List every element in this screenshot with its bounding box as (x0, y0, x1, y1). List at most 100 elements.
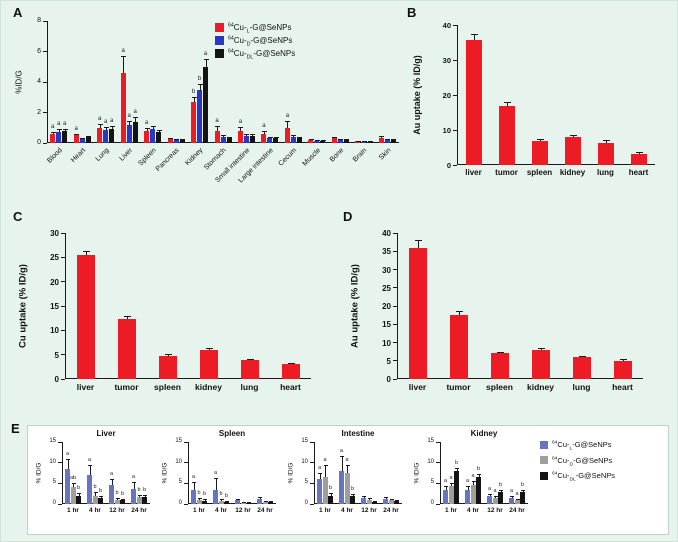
error-bar-cap (323, 464, 328, 466)
error-bar (506, 102, 508, 106)
error-bar (217, 126, 218, 131)
bar (267, 138, 273, 143)
x-tick-label: 4 hr (467, 507, 479, 514)
bar (343, 139, 349, 143)
error-bar (135, 117, 137, 122)
error-bar (139, 494, 140, 498)
bar (388, 499, 394, 504)
bar (158, 355, 177, 379)
bar (597, 142, 614, 165)
y-tick-label: 5 (386, 356, 391, 366)
bar (564, 137, 581, 165)
error-bar-cap (99, 495, 103, 497)
significance-label: a (215, 118, 219, 125)
error-bar-cap (203, 59, 209, 61)
y-tick-mark (43, 112, 47, 113)
y-tick-label: 5 (304, 479, 308, 486)
chart-e-kidney: Kidney% ID/G 0 5 10 15 a a b 1 hr a a b 4 hr a a b 12 hr… (410, 428, 536, 532)
error-bar-cap (536, 138, 544, 140)
bar (131, 488, 136, 504)
y-tick-label: 0 (430, 500, 434, 506)
error-bar-cap (205, 348, 213, 350)
bar (572, 357, 591, 379)
error-bar-cap (496, 351, 504, 353)
x-tick-label: kidney (559, 168, 586, 177)
y-tick-label: 0 (54, 375, 59, 384)
error-bar-cap (236, 498, 240, 500)
y-tick-mark (43, 51, 47, 52)
significance-label: a (63, 120, 67, 127)
error-bar-cap (121, 56, 127, 58)
error-bar-cap (192, 482, 196, 484)
significance-label: b (98, 487, 103, 494)
error-bar-cap (203, 499, 207, 501)
x-tick-label: 12 hr (235, 507, 251, 514)
error-bar-cap (499, 489, 503, 491)
significance-label: b (202, 491, 207, 498)
bar (361, 141, 367, 143)
y-tick-label: 10 (301, 458, 308, 465)
y-tick-mark (58, 462, 62, 464)
bar (448, 486, 454, 504)
error-bar-cap (132, 481, 136, 483)
bar (246, 502, 251, 504)
chart-a-legend: 64Cu-L-G@SeNPs 64Cu-D-G@SeNPs 64Cu-DL-G@Se… (215, 23, 295, 62)
legend-color-swatch (215, 36, 224, 45)
error-bar-cap (537, 347, 545, 349)
significance-label: a (317, 465, 322, 471)
error-bar-cap (238, 126, 244, 128)
error-bar-cap (71, 483, 76, 485)
bar (465, 39, 482, 165)
error-bar-cap (493, 496, 498, 498)
error-bar (347, 464, 348, 473)
significance-label: b (350, 485, 355, 492)
error-bar-cap (521, 489, 525, 491)
plot-area (188, 442, 276, 504)
error-bar-cap (635, 152, 643, 154)
isotope-superscript: 64 (552, 471, 558, 477)
chart-title: Liver (96, 429, 116, 438)
bar (384, 139, 390, 143)
error-bar (287, 120, 289, 128)
y-tick-mark (310, 462, 314, 464)
legend-item: 64Cu-L-G@SeNPs (540, 440, 615, 451)
legend-label: 64Cu-L-G@SeNPs (228, 22, 292, 35)
error-bar-cap (93, 492, 98, 494)
y-tick-label: 10 (427, 458, 434, 465)
y-tick-mark (393, 342, 397, 343)
significance-label: a (487, 485, 492, 492)
error-bar-cap (318, 473, 322, 474)
error-bar (89, 464, 91, 476)
x-tick-label: 1 hr (319, 507, 331, 514)
error-bar (78, 493, 80, 496)
significance-label: a (515, 490, 519, 497)
bar (240, 360, 259, 379)
error-bar-cap (97, 123, 103, 125)
bar (314, 140, 320, 143)
bar (514, 499, 520, 504)
bar (226, 138, 232, 143)
legend-color-swatch (540, 456, 548, 465)
x-tick-label: heart (628, 168, 649, 177)
error-bar-cap (180, 139, 186, 141)
bar (50, 133, 56, 143)
error-bar (85, 250, 87, 255)
significance-label: a (471, 473, 475, 480)
error-bar (133, 481, 135, 489)
bar (390, 139, 396, 143)
y-tick-mark (393, 378, 397, 380)
x-tick-label: tumor (446, 382, 471, 392)
error-bar-cap (246, 358, 254, 360)
plot-area (65, 233, 311, 379)
bar (103, 130, 109, 143)
error-bar-cap (367, 141, 373, 143)
error-bar-cap (619, 359, 627, 361)
y-tick-mark (58, 503, 62, 505)
bar (284, 127, 290, 143)
error-bar-cap (56, 129, 62, 131)
bar (202, 500, 207, 504)
significance-label: a (339, 448, 344, 455)
x-tick-label: kidney (195, 382, 222, 392)
y-tick-mark (61, 232, 65, 234)
bar (408, 247, 427, 379)
